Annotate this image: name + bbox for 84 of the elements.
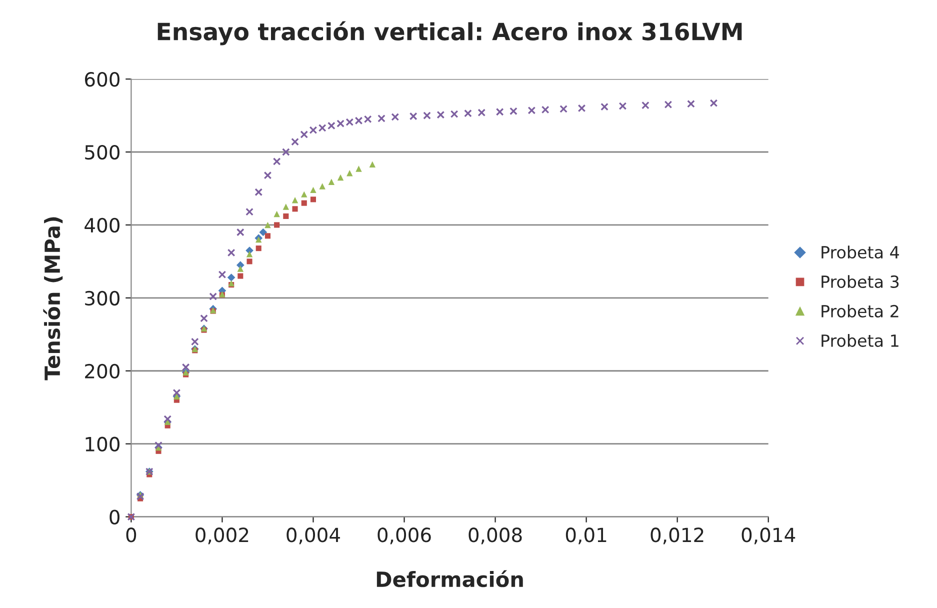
point: [391, 113, 400, 121]
y-tick-label: 0: [110, 510, 120, 524]
point: [310, 196, 316, 202]
point: [369, 161, 376, 168]
y-tick-label: 600: [85, 72, 120, 87]
point: [578, 104, 586, 112]
point: [164, 415, 172, 423]
point: [190, 338, 199, 346]
point: [464, 109, 472, 118]
point: [301, 200, 307, 206]
x-tick-label: 0,008: [468, 528, 522, 544]
point: [246, 251, 253, 258]
point: [236, 228, 244, 236]
y-tick-label: 200: [85, 364, 120, 379]
point: [182, 363, 190, 372]
point: [378, 114, 386, 122]
point: [283, 213, 289, 219]
point: [319, 183, 326, 190]
point: [274, 210, 280, 218]
point: [510, 107, 518, 116]
point: [436, 110, 445, 119]
point: [237, 266, 244, 272]
point: [496, 108, 504, 116]
point: [259, 228, 268, 236]
point: [264, 171, 272, 180]
point: [172, 388, 181, 397]
point: [300, 130, 308, 138]
point: [264, 233, 270, 239]
x-tick-label: 0,01: [566, 528, 606, 544]
point: [291, 138, 299, 146]
point: [346, 170, 353, 176]
legend-label: Probeta 2: [822, 304, 898, 318]
y-tick-label: 500: [85, 144, 120, 160]
point: [246, 258, 252, 264]
x-tick-label: 0,006: [378, 528, 431, 544]
point: [246, 208, 254, 216]
point: [282, 148, 290, 156]
point: [227, 274, 236, 282]
chart-title: Ensayo tracción vertical: Acero inox 316LVM: [158, 21, 742, 46]
point: [560, 105, 568, 113]
point: [409, 112, 418, 120]
x-axis-title: Deformación: [376, 570, 523, 588]
point: [600, 102, 608, 111]
point: [272, 158, 281, 166]
point: [423, 112, 431, 120]
point: [238, 273, 244, 279]
point: [292, 197, 298, 204]
point: [356, 166, 362, 172]
point: [541, 106, 550, 114]
point: [200, 314, 208, 322]
point: [292, 206, 298, 212]
point: [274, 222, 280, 228]
point: [528, 106, 536, 114]
point: [218, 270, 226, 279]
legend-label: Probeta 4: [822, 246, 899, 259]
point: [478, 108, 486, 117]
point: [710, 99, 718, 108]
point: [450, 110, 458, 118]
x-tick-label: 0,012: [650, 528, 704, 544]
point: [254, 188, 263, 196]
point: [209, 292, 218, 300]
legend-label: Probeta 3: [822, 275, 899, 288]
x-tick-label: 0: [126, 528, 136, 542]
point: [642, 101, 650, 110]
y-tick-label: 100: [86, 436, 120, 452]
point: [310, 186, 316, 194]
point: [337, 174, 344, 181]
point: [282, 204, 290, 210]
point: [301, 191, 308, 198]
point: [264, 222, 271, 228]
point: [328, 178, 335, 186]
point: [618, 102, 627, 110]
point: [664, 100, 672, 109]
x-tick-label: 0,014: [742, 528, 796, 544]
y-tick-label: 300: [85, 290, 120, 306]
point: [256, 246, 262, 252]
point: [227, 248, 236, 257]
y-tick-label: 400: [84, 218, 120, 233]
point: [687, 100, 695, 108]
point: [154, 441, 162, 450]
legend-label: Probeta 1: [822, 334, 898, 347]
y-axis-title: Tensión (MPa): [43, 217, 63, 380]
x-tick-label: 0,004: [286, 528, 340, 544]
x-tick-label: 0,002: [196, 528, 248, 544]
